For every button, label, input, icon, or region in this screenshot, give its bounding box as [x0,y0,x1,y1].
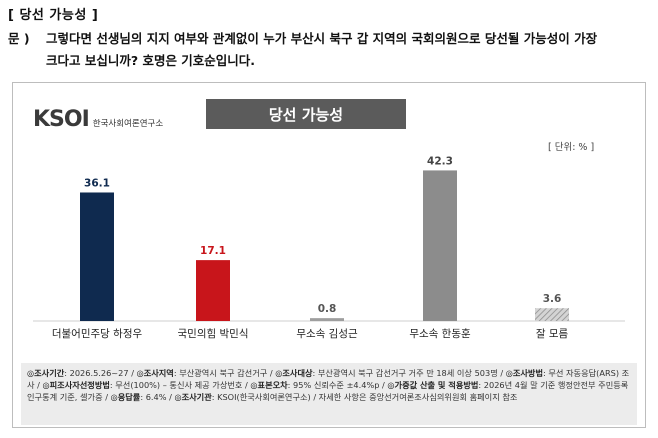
bar-2 [196,260,230,321]
ksoi-logo: KSOI 한국사회여론연구소 [33,107,163,132]
question-marker: 문 ) [8,31,30,46]
chart-card: KSOI 한국사회여론연구소 당선 가능성 [ 단위: % ] 36.1 더불어민… [12,82,646,428]
value-label-4: 42.3 [427,155,453,167]
category-label-4: 무소속 한동훈 [409,327,471,340]
logo-mark: KSOI [33,107,90,132]
fn-response-value: : 6.4% / [140,392,175,402]
fn-period-value: : 2026.5.26~27 / [64,368,137,378]
unit-label: [ 단위: % ] [548,142,595,153]
category-label-5: 잘 모름 [536,328,569,340]
category-label-1: 더불어민주당 하정우 [52,327,143,340]
fn-agency-value: : KSOI(한국사회여론연구소) / 자세한 사항은 중앙선거여론조사심의위원… [211,392,518,402]
fn-region-value: : 부산광역시 북구 갑선거구 / [173,368,276,378]
bar-4 [423,170,457,321]
logo-subtitle: 한국사회여론연구소 [92,118,164,129]
fn-method-key: ◎조사방법 [505,368,543,378]
question-line-1: 그렇다면 선생님의 지지 여부와 관계없이 누가 부산시 북구 갑 지역의 국회… [46,31,598,46]
question-line-2: 크다고 보십니까? 호명은 기호순입니다. [46,53,256,68]
fn-target-key: ◎조사대상 [275,368,313,378]
fn-sampling-value: : 무선(100%) – 통신사 제공 가상번호 / [109,380,251,390]
bar-3 [310,318,344,321]
logo-text: KSOI [33,107,90,132]
fn-error-key: ◎표본오차 [250,380,288,390]
value-label-2: 17.1 [200,245,226,257]
question-text: 그렇다면 선생님의 지지 여부와 관계없이 누가 부산시 북구 갑 지역의 국회… [46,28,646,72]
category-label-2: 국민의힘 박민식 [178,328,249,340]
bar-1 [80,192,114,321]
fn-error-value: : 95% 신뢰수준 ±4.4%p / [287,380,388,390]
value-label-5: 3.6 [543,293,562,305]
fn-weight-key: ◎가중값 산출 및 적용방법 [387,380,479,390]
fn-agency-key: ◎조사기관 [174,392,212,402]
category-label-3: 무소속 김성근 [296,328,358,340]
bar-5 [535,308,569,321]
value-label-1: 36.1 [84,177,110,189]
fn-period-key: ◎조사기간 [27,368,65,378]
value-label-3: 0.8 [318,303,337,315]
section-title: [ 당선 가능성 ] [8,8,99,23]
fn-response-key: ◎응답률 [110,392,141,402]
fn-sampling-key: ◎피조사자선정방법 [42,380,110,390]
fn-method-value: : 무선 자동응답(ARS) 조사 / [27,368,630,390]
fn-region-key: ◎조사지역 [136,368,174,378]
chart-title: 당선 가능성 [206,99,406,129]
survey-footnote: ◎조사기간: 2026.5.26~27 / ◎조사지역: 부산광역시 북구 갑선… [21,363,637,425]
bar-chart: 36.1 더불어민주당 하정우 17.1 국민의힘 박민식 0.8 무소속 김성근 42.3… [33,155,625,340]
fn-target-value: : 부산광역시 북구 갑선거구 거주 만 18세 이상 503명 / [312,368,506,378]
fn-weight-value: : 2026년 4월 말 기준 행정안전부 주민등록 인구통계 기준, 셀가중 … [27,380,629,402]
